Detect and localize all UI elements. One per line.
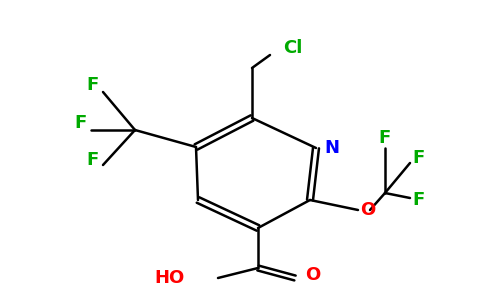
Text: F: F (379, 129, 391, 147)
Text: F: F (87, 76, 99, 94)
Text: F: F (74, 114, 86, 132)
Text: F: F (412, 191, 424, 209)
Text: N: N (324, 139, 339, 157)
Text: HO: HO (155, 269, 185, 287)
Text: O: O (305, 266, 320, 284)
Text: Cl: Cl (283, 39, 302, 57)
Text: F: F (412, 149, 424, 167)
Text: F: F (87, 151, 99, 169)
Text: O: O (360, 201, 375, 219)
